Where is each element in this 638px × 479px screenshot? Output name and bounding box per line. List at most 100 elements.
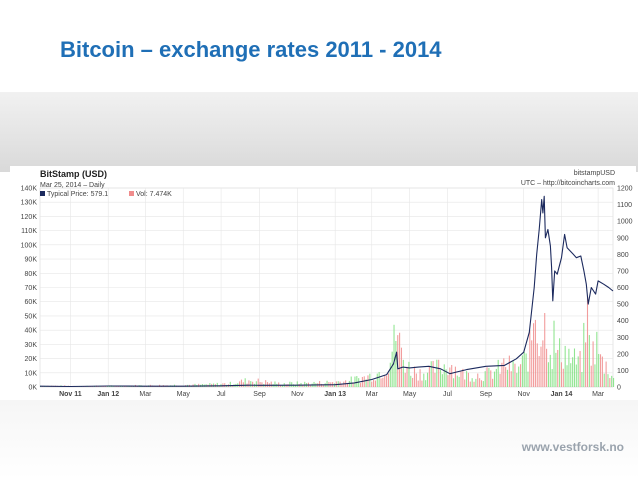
left-tick-label: 30K [25, 342, 38, 349]
volume-bar [261, 382, 263, 387]
decorative-bottom [0, 400, 638, 479]
left-tick-label: 80K [25, 271, 38, 278]
volume-bar [395, 340, 397, 387]
volume-bar [488, 368, 490, 387]
right-tick-label: 300 [617, 335, 629, 342]
volume-bar [477, 373, 479, 387]
volume-bar [575, 364, 577, 387]
left-tick-label: 0K [28, 385, 37, 392]
volume-bar [430, 361, 432, 387]
volume-bar [240, 379, 243, 387]
volume-bar [224, 383, 226, 387]
chart-source-1: bitstampUSD [574, 170, 615, 177]
volume-bar [581, 372, 583, 387]
volume-bar [566, 365, 568, 387]
volume-bar [449, 367, 451, 387]
chart-header-date: Mar 25, 2014 – Daily [40, 182, 105, 189]
volume-bar [596, 331, 598, 387]
volume-bar [447, 375, 449, 387]
x-tick-label: Sep [480, 391, 493, 398]
bitstamp-chart: 0K 10K 20K 30K 40K 50K 60K 70K 80K 90K 100K 110K 120… [10, 166, 636, 400]
volume-bar [302, 384, 304, 387]
volume-bar [373, 379, 375, 387]
volume-bar [322, 384, 324, 387]
volume-bar [570, 363, 572, 387]
legend-price-label: Typical Price: 579.1 [47, 191, 108, 198]
volume-bar [536, 343, 538, 387]
volume-bar [547, 362, 549, 387]
volume-bar [592, 341, 594, 387]
right-tick-label: 800 [617, 252, 629, 259]
price-line [39, 195, 614, 388]
volume-bar [594, 364, 596, 387]
volume-bar [583, 322, 585, 387]
volume-bar [503, 358, 505, 387]
volume-bar [516, 372, 518, 387]
volume-bar [453, 378, 455, 387]
volume-bar [467, 372, 469, 387]
volume-bar [443, 364, 445, 387]
volume-bar [551, 369, 553, 387]
volume-bar [519, 364, 522, 387]
slide-title: Bitcoin – exchange rates 2011 - 2014 [60, 37, 442, 62]
volume-bar [265, 380, 267, 387]
volume-bar [242, 382, 244, 387]
x-tick-label: Mar [139, 391, 152, 398]
left-tick-label: 50K [25, 313, 38, 320]
decorative-band [0, 92, 638, 172]
chart-header-title: BitStamp (USD) [40, 169, 107, 179]
volume-bar [309, 384, 311, 387]
x-tick-label: Jul [443, 391, 452, 398]
volume-bar [319, 381, 321, 387]
x-tick-label: Nov [291, 391, 304, 398]
volume-bar [250, 381, 252, 387]
volume-bar [350, 376, 352, 387]
volume-bar [404, 372, 406, 387]
volume-bar [194, 383, 196, 387]
right-tick-label: 600 [617, 285, 629, 292]
volume-bar [198, 383, 200, 387]
volume-bar [609, 378, 611, 387]
volume-bar [462, 368, 464, 387]
volume-bar [380, 378, 382, 387]
volume-bar [523, 351, 525, 387]
left-tick-label: 100K [21, 242, 38, 249]
volume-bar [505, 367, 507, 387]
volume-bar [399, 332, 401, 387]
left-tick-label: 120K [21, 214, 38, 221]
volume-bar [209, 383, 211, 387]
volume-bar [560, 362, 563, 387]
volume-bar [501, 362, 503, 387]
volume-bar [425, 380, 427, 387]
x-tick-label: Jan 12 [97, 391, 119, 398]
x-tick-label: Jul [217, 391, 226, 398]
volume-bar [402, 359, 404, 387]
volume-bar [484, 371, 486, 387]
volume-bar [371, 381, 373, 387]
volume-bar [480, 380, 483, 387]
volume-bar [376, 373, 378, 387]
volume-bar [601, 356, 603, 387]
right-tick-label: 100 [617, 368, 629, 375]
volume-bar [393, 324, 395, 387]
volume-bar [439, 369, 442, 387]
volume-bar [438, 359, 440, 387]
right-tick-label: 500 [617, 302, 629, 309]
right-tick-label: 1000 [617, 219, 633, 226]
right-tick-label: 700 [617, 268, 629, 275]
volume-bar [356, 376, 358, 387]
volume-bar [320, 383, 323, 387]
x-tick-label: Mar [366, 391, 379, 398]
x-tick-label: Sep [253, 391, 266, 398]
volume-bar [588, 335, 590, 387]
volume-bar [386, 375, 388, 387]
legend-vol-swatch [129, 191, 134, 196]
volume-bar [421, 380, 423, 387]
volume-bar [529, 330, 531, 387]
volume-bar [590, 365, 592, 387]
left-tick-label: 110K [21, 228, 37, 235]
volume-bar [348, 380, 350, 387]
footer-url: www.vestforsk.no [521, 440, 624, 454]
volume-bar [213, 383, 215, 387]
volume-bar [549, 354, 551, 387]
